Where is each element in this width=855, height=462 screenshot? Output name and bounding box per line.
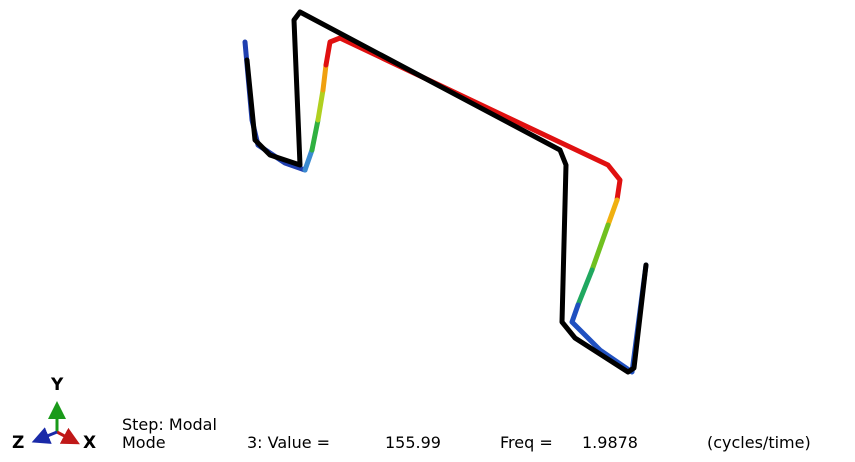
legend: Step: Modal Mode 3: Value = 155.99 Freq … (122, 415, 811, 452)
freq-unit: (cycles/time) (707, 433, 811, 452)
eigenvalue: 155.99 (385, 433, 441, 452)
z-axis-arrow (40, 432, 57, 439)
mode-value: 3: Value = (247, 433, 330, 452)
x-axis-label: X (83, 433, 96, 453)
orientation-triad: Y X Z (12, 375, 96, 453)
undeformed-shape (247, 12, 646, 372)
mode-label: Mode (122, 433, 166, 452)
freq: 1.9878 (582, 433, 638, 452)
step: Step: Modal (122, 415, 217, 434)
z-axis-label: Z (12, 433, 24, 453)
freq-label: Freq = (500, 433, 553, 452)
x-axis-arrow (57, 432, 72, 440)
y-axis-label: Y (50, 375, 64, 395)
viewport: Y X Z Step: Modal Mode 3: Value = 155.99… (0, 0, 855, 462)
